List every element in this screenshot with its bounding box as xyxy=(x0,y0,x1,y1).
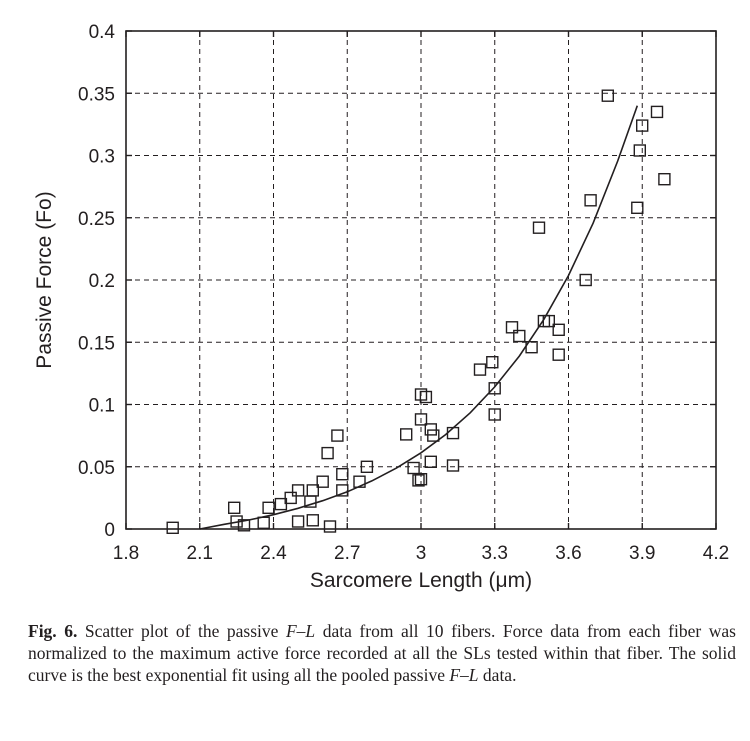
data-point xyxy=(658,172,671,186)
data-point xyxy=(488,382,501,395)
data-point xyxy=(633,144,646,157)
data-point xyxy=(552,323,565,336)
data-point xyxy=(262,501,275,514)
caption-text-3: data. xyxy=(478,665,517,685)
caption-text-1: Scatter plot of the passive xyxy=(77,621,286,641)
data-point xyxy=(257,516,270,529)
data-point xyxy=(424,455,437,468)
y-tick-label: 0 xyxy=(104,520,115,541)
data-point xyxy=(400,428,413,441)
fit-curve xyxy=(199,105,639,530)
x-tick-label: 3.3 xyxy=(482,543,508,564)
caption-fl-2: F–L xyxy=(449,665,479,685)
data-point xyxy=(427,429,440,442)
data-point xyxy=(414,413,428,426)
data-point xyxy=(166,521,179,534)
data-point xyxy=(419,390,433,404)
caption-text-2: data from all 10 fibers. Force data from… xyxy=(28,621,736,685)
fit-curve-layer xyxy=(199,105,639,530)
x-tick-label: 3.6 xyxy=(555,543,581,564)
data-point xyxy=(542,314,555,328)
y-tick-label: 0.1 xyxy=(89,396,115,417)
data-point xyxy=(331,429,344,442)
data-point xyxy=(360,460,374,473)
data-point xyxy=(636,119,649,132)
x-tick-label: 2.4 xyxy=(260,543,287,564)
data-point xyxy=(446,459,460,472)
data-point xyxy=(513,329,526,343)
data-point xyxy=(274,497,288,511)
data-point xyxy=(227,501,241,514)
data-point xyxy=(424,423,437,436)
data-point xyxy=(336,468,349,481)
data-point xyxy=(532,221,546,234)
grid xyxy=(126,31,716,529)
data-point xyxy=(306,484,319,497)
chart: 1.8 2.1 2.4 2.7 3 3.3 3.6 3.9 4.2 0 0.05 0.1 0.15 0.… xyxy=(33,22,729,592)
data-point xyxy=(525,341,538,354)
data-point xyxy=(579,273,592,287)
y-axis-title: Passive Force (Fo) xyxy=(33,191,56,368)
data-point xyxy=(321,446,334,460)
data-point xyxy=(316,475,329,488)
y-tick-label: 0.15 xyxy=(78,333,115,354)
data-point xyxy=(412,474,425,487)
data-point xyxy=(306,514,319,527)
data-point xyxy=(291,515,305,528)
data-point xyxy=(237,519,251,532)
data-point xyxy=(473,363,487,376)
y-tick-label: 0.05 xyxy=(78,458,115,479)
y-tick-label: 0.4 xyxy=(89,22,116,43)
x-tick-label: 3.9 xyxy=(629,543,655,564)
data-point xyxy=(650,105,664,119)
data-point xyxy=(486,356,499,369)
data-point xyxy=(323,520,337,533)
data-point xyxy=(284,491,297,505)
ticks xyxy=(125,30,717,530)
data-point xyxy=(336,484,349,497)
data-points xyxy=(166,89,671,534)
data-point xyxy=(230,515,243,528)
caption-fl-1: F–L xyxy=(285,621,316,641)
data-point xyxy=(291,484,305,497)
data-point xyxy=(446,426,460,440)
y-tick-label: 0.3 xyxy=(89,147,115,168)
data-point xyxy=(407,461,420,475)
data-point xyxy=(414,473,428,486)
data-point xyxy=(631,201,644,215)
x-tick-label: 1.8 xyxy=(113,543,139,564)
y-tick-label: 0.2 xyxy=(89,271,115,292)
data-point xyxy=(601,89,614,102)
data-point xyxy=(353,475,366,488)
x-tick-label: 2.7 xyxy=(334,543,360,564)
y-tick-labels: 0 0.05 0.1 0.15 0.2 0.25 0.3 0.35 0.4 xyxy=(78,22,115,541)
data-point xyxy=(584,194,597,207)
caption-label: Fig. 6. xyxy=(28,621,78,641)
x-tick-label: 2.1 xyxy=(187,543,213,564)
x-tick-labels: 1.8 2.1 2.4 2.7 3 3.3 3.6 3.9 4.2 xyxy=(113,543,729,564)
x-tick-label: 4.2 xyxy=(703,543,729,564)
data-point xyxy=(505,321,519,334)
x-tick-label: 3 xyxy=(416,543,427,564)
data-point xyxy=(488,408,501,421)
data-point xyxy=(552,348,565,361)
figure-caption: Fig. 6. Scatter plot of the passive F–L … xyxy=(28,620,736,686)
y-tick-label: 0.25 xyxy=(78,209,115,230)
x-axis-title: Sarcomere Length (μm) xyxy=(310,569,532,592)
y-tick-label: 0.35 xyxy=(78,84,115,105)
